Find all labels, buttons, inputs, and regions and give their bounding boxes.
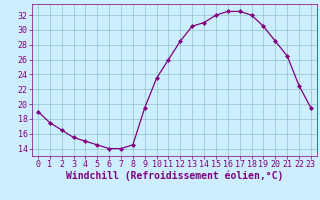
X-axis label: Windchill (Refroidissement éolien,°C): Windchill (Refroidissement éolien,°C) xyxy=(66,171,283,181)
